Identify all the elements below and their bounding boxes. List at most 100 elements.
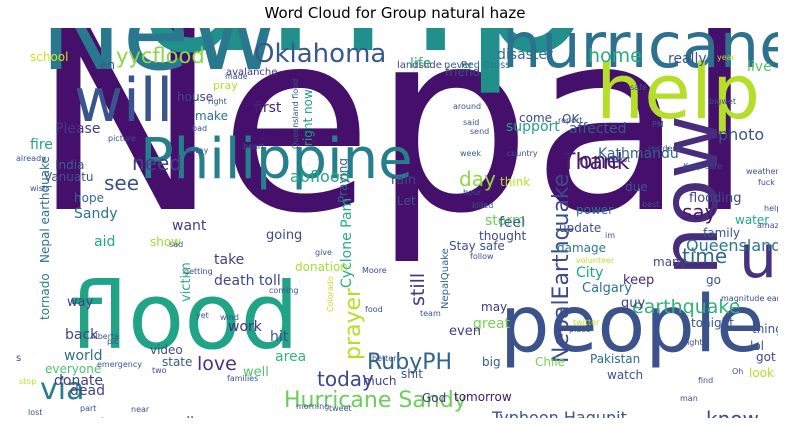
cloud-word: tornado — [38, 273, 52, 320]
cloud-word: shit — [401, 367, 423, 381]
cloud-word: look — [749, 366, 774, 380]
cloud-word: Stay safe — [449, 239, 505, 253]
cloud-word: report — [558, 116, 583, 125]
cloud-word: fuck — [758, 178, 775, 187]
cloud-word: school — [30, 50, 69, 64]
cloud-word: hour — [463, 188, 482, 197]
cloud-word: may — [481, 300, 508, 314]
cloud-word: today — [317, 367, 374, 391]
cloud-word: even — [449, 324, 481, 339]
chart-title: Word Cloud for Group natural haze — [264, 4, 526, 22]
cloud-word: watch — [607, 368, 644, 382]
cloud-word: Typhoon Hagupit — [492, 408, 627, 419]
cloud-word: much — [363, 374, 397, 388]
cloud-word: well — [243, 365, 269, 380]
cloud-word: flooding — [689, 191, 742, 206]
cloud-word: day — [459, 167, 496, 191]
cloud-word: already — [16, 154, 46, 163]
cloud-word: Thank — [562, 150, 630, 175]
cloud-word: im — [605, 231, 616, 240]
cloud-word: take — [214, 252, 245, 268]
cloud-word: City — [576, 265, 604, 281]
cloud-word: video — [150, 343, 183, 357]
cloud-word: bigwet — [709, 97, 736, 106]
cloud-word: power — [576, 203, 614, 217]
cloud-word: yycflood — [116, 44, 205, 68]
cloud-word: will — [74, 66, 174, 136]
cloud-word: damage — [557, 241, 607, 255]
cloud-word: least — [611, 155, 631, 164]
cloud-word: dead — [70, 383, 105, 399]
cloud-word: Kathmandu — [598, 146, 679, 162]
cloud-word: magnitude earthquake — [721, 294, 778, 303]
cloud-word: family — [703, 226, 741, 240]
cloud-word: right — [208, 97, 227, 106]
cloud-word: Let — [397, 194, 416, 208]
cloud-word: area — [275, 349, 307, 365]
cloud-word: thought — [479, 229, 527, 243]
cloud-word: landslide — [397, 60, 442, 71]
cloud-word: fire — [30, 137, 53, 153]
cloud-word: prayer — [341, 287, 366, 360]
cloud-word: team — [420, 309, 441, 318]
cloud-word: come — [519, 111, 553, 125]
cloud-word: Sandy — [74, 206, 118, 222]
cloud-word: everyone — [45, 362, 102, 376]
cloud-word: tonight — [691, 316, 734, 330]
cloud-word: follow — [470, 252, 494, 261]
cloud-word: live — [747, 59, 772, 75]
cloud-word: night — [682, 338, 703, 347]
cloud-word: think — [500, 175, 531, 189]
cloud-word: week — [460, 149, 482, 158]
cloud-word: guy — [621, 296, 646, 311]
cloud-word: storm — [485, 213, 526, 229]
cloud-word: Oh — [732, 367, 744, 376]
cloud-word: NepalQuake — [440, 248, 451, 309]
cloud-word: Nepal earthquake — [38, 156, 52, 263]
cloud-word: lost — [28, 408, 43, 417]
cloud-word: picture — [108, 134, 136, 143]
cloud-word: man — [680, 394, 698, 403]
cloud-word: support — [506, 119, 560, 135]
cloud-word: yet — [196, 311, 209, 320]
cloud-word: OK — [562, 112, 580, 126]
cloud-word: near — [131, 405, 150, 414]
cloud-word: God — [422, 391, 447, 405]
cloud-word: thing — [752, 322, 778, 336]
cloud-word: someone — [680, 417, 717, 419]
cloud-word: killed — [472, 201, 494, 210]
cloud-word: feel — [499, 215, 526, 231]
cloud-word: earthquake — [632, 296, 741, 318]
cloud-word: really — [668, 51, 707, 67]
cloud-word: going — [266, 228, 303, 243]
cloud-word: helping — [764, 204, 778, 213]
cloud-word: tweet — [329, 404, 352, 413]
cloud-word: emergency — [97, 360, 142, 369]
cloud-word: wish — [30, 184, 49, 193]
cloud-word: back — [65, 327, 99, 343]
cloud-word: getting — [184, 267, 213, 276]
cloud-word: Calgary — [582, 281, 632, 296]
cloud-word: year — [717, 53, 735, 62]
cloud-word: give — [315, 248, 332, 257]
cloud-word: house — [177, 90, 214, 104]
cloud-word: lol — [750, 339, 765, 353]
cloud-word: one — [579, 149, 620, 174]
cloud-word: pic — [107, 337, 119, 346]
cloud-word: flood — [70, 263, 299, 370]
cloud-word: life — [410, 56, 432, 72]
cloud-word: amazing — [757, 221, 778, 230]
cloud-word: said — [463, 118, 480, 127]
cloud-word: Nepal — [32, 28, 755, 268]
cloud-word: place — [569, 325, 591, 334]
cloud-word: en — [100, 58, 115, 72]
cloud-word: Queensland — [686, 236, 778, 255]
cloud-word: affected — [569, 121, 627, 137]
cloud-word: rain — [391, 173, 417, 188]
cloud-word: need — [132, 151, 182, 175]
cloud-word: safe — [630, 83, 647, 92]
cloud-word: Pakistan — [590, 352, 641, 366]
cloud-word: due — [625, 180, 648, 194]
cloud-word: Keep safe — [683, 162, 723, 171]
cloud-word: Please — [55, 121, 101, 137]
